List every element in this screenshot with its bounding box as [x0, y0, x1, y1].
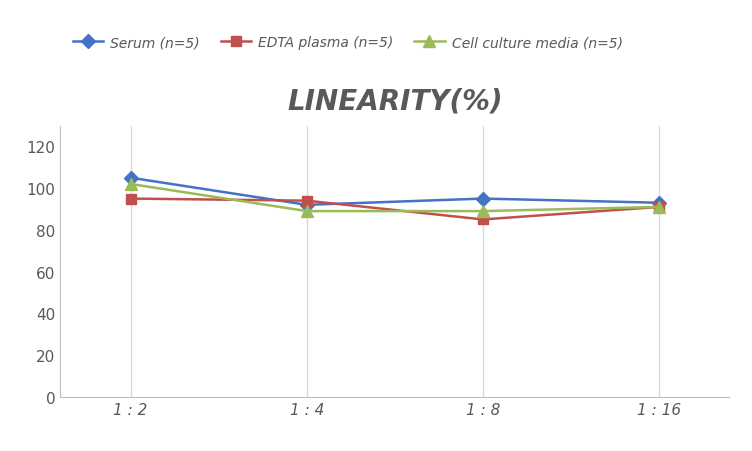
Cell culture media (n=5) [126, 182, 135, 187]
Legend: Serum (n=5), EDTA plasma (n=5), Cell culture media (n=5): Serum (n=5), EDTA plasma (n=5), Cell cul… [67, 30, 628, 55]
Line: Cell culture media (n=5): Cell culture media (n=5) [125, 179, 665, 217]
EDTA plasma (n=5) [654, 205, 663, 210]
Cell culture media (n=5) [478, 209, 487, 214]
Line: Serum (n=5): Serum (n=5) [126, 174, 664, 210]
EDTA plasma (n=5) [302, 198, 311, 204]
Cell culture media (n=5) [302, 209, 311, 214]
Cell culture media (n=5) [654, 205, 663, 210]
Serum (n=5) [654, 201, 663, 206]
Title: LINEARITY(%): LINEARITY(%) [287, 87, 502, 115]
Serum (n=5) [478, 197, 487, 202]
Serum (n=5) [126, 175, 135, 181]
Serum (n=5) [302, 202, 311, 208]
Line: EDTA plasma (n=5): EDTA plasma (n=5) [126, 194, 664, 225]
EDTA plasma (n=5) [126, 197, 135, 202]
EDTA plasma (n=5) [478, 217, 487, 223]
